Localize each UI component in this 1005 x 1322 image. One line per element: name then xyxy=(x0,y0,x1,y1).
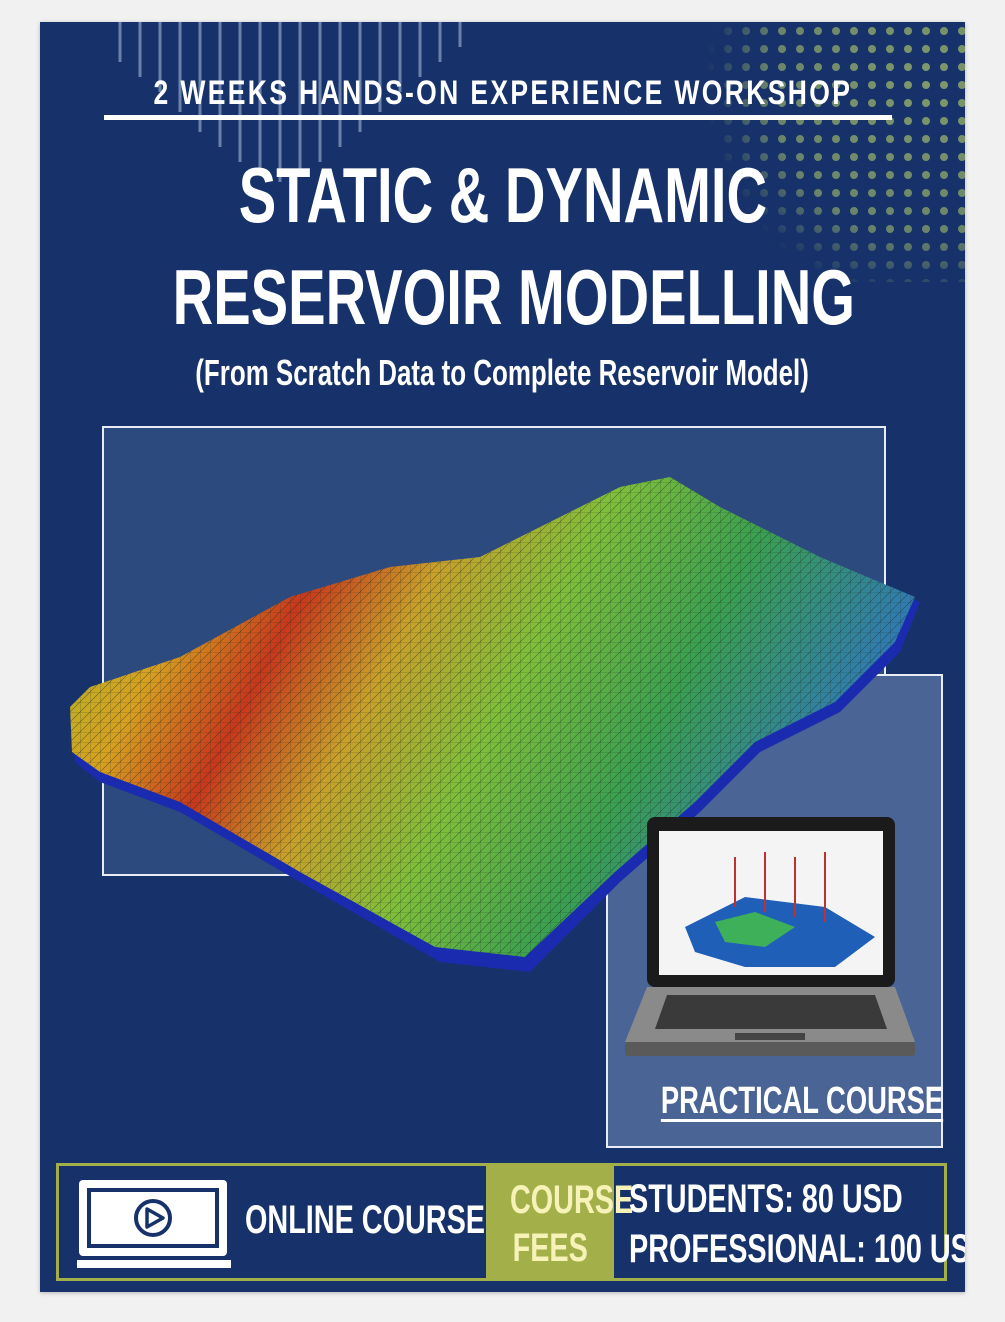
workshop-duration-heading: 2 WEEKS HANDS-ON EXPERIENCE WORKSHOP xyxy=(40,74,965,113)
course-fees-line-1: COURSE xyxy=(509,1178,634,1222)
price-list: STUDENTS: 80 USD PROFESSIONAL: 100 USD xyxy=(629,1174,965,1274)
practical-course-label: PRACTICAL COURSE xyxy=(606,1080,944,1123)
online-course-text: ONLINE COURSE xyxy=(245,1198,486,1242)
professional-price: PROFESSIONAL: 100 USD xyxy=(629,1227,965,1271)
decorative-dots xyxy=(665,22,965,282)
course-fees-label: COURSE FEES xyxy=(486,1176,633,1272)
heading-divider xyxy=(104,115,892,120)
laptop-illustration xyxy=(625,817,915,1056)
course-fees-box: COURSE FEES xyxy=(486,1166,633,1278)
workshop-duration-text: 2 WEEKS HANDS-ON EXPERIENCE WORKSHOP xyxy=(153,74,852,112)
course-info-banner: ONLINE COURSE COURSE FEES STUDENTS: 80 U… xyxy=(56,1163,965,1281)
tagline: (From Scratch Data to Complete Reservoir… xyxy=(40,352,965,394)
decorative-stripes xyxy=(118,22,462,182)
play-video-monitor-icon xyxy=(77,1180,231,1268)
practical-course-text: PRACTICAL COURSE xyxy=(660,1080,944,1122)
title-line-1-text: STATIC & DYNAMIC xyxy=(238,151,767,239)
title-line-1: STATIC & DYNAMIC xyxy=(40,150,965,241)
reservoir-terrain-model-image xyxy=(70,477,920,972)
title-line-2: RESERVOIR MODELLING xyxy=(40,252,965,343)
students-price: STUDENTS: 80 USD xyxy=(629,1177,903,1221)
course-fees-line-2: FEES xyxy=(512,1226,588,1270)
title-line-2-text: RESERVOIR MODELLING xyxy=(172,253,855,341)
tagline-text: (From Scratch Data to Complete Reservoir… xyxy=(195,352,810,393)
online-course-label: ONLINE COURSE xyxy=(245,1198,578,1243)
workshop-poster: 2 WEEKS HANDS-ON EXPERIENCE WORKSHOP STA… xyxy=(40,22,965,1292)
